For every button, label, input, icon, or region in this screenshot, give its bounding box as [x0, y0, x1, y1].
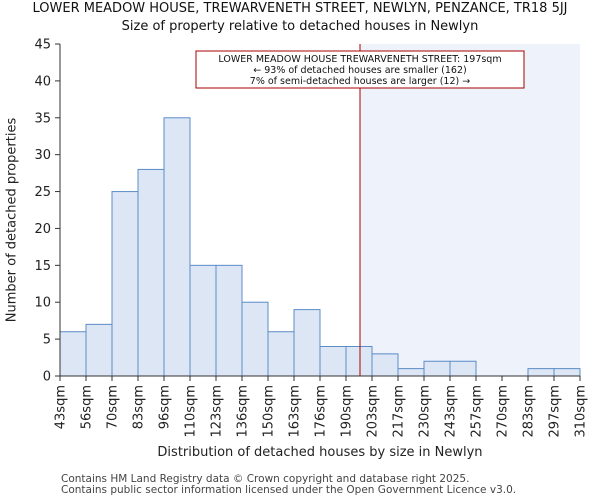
x-tick-label-310sqm: 310sqm	[574, 385, 589, 438]
chart-subtitle: Size of property relative to detached ho…	[121, 19, 479, 34]
annotation-frame	[195, 50, 525, 89]
y-tick-label-0: 0	[43, 370, 51, 385]
bars	[59, 117, 581, 377]
chart-title-line1: LOWER MEADOW HOUSE, TREWARVENETH STREET,…	[32, 1, 568, 16]
x-tick-label-297sqm: 297sqm	[548, 385, 563, 438]
bar-217sqm	[397, 368, 425, 377]
y-ticks: 0 5 10 15 20 25 30 35 40 45	[34, 38, 60, 385]
x-tick-label-136sqm: 136sqm	[236, 385, 251, 438]
x-tick-label-96sqm: 96sqm	[158, 385, 173, 429]
highlight-region	[360, 44, 580, 376]
y-tick-label-35: 35	[34, 111, 51, 126]
x-tick-label-123sqm: 123sqm	[210, 385, 225, 438]
bar-136sqm	[241, 301, 269, 377]
y-tick-label-45: 45	[34, 38, 51, 53]
x-tick-label-190sqm: 190sqm	[340, 385, 355, 438]
y-tick-label-5: 5	[43, 333, 51, 348]
x-tick-label-270sqm: 270sqm	[496, 385, 511, 438]
bar-123sqm	[215, 264, 243, 377]
bar-163sqm	[293, 309, 321, 377]
y-axis-label: Number of detached properties	[4, 117, 20, 323]
larger-region-shading	[360, 44, 580, 376]
annotation-box: LOWER MEADOW HOUSE TREWARVENETH STREET: …	[195, 50, 525, 89]
x-tick-label-163sqm: 163sqm	[288, 385, 303, 438]
x-tick-label-83sqm: 83sqm	[132, 385, 147, 429]
bar-150sqm	[267, 331, 295, 377]
x-tick-label-110sqm: 110sqm	[184, 385, 199, 438]
x-tick-label-56sqm: 56sqm	[80, 385, 95, 429]
attribution-land-registry: Contains HM Land Registry data © Crown c…	[61, 473, 470, 485]
bar-190sqm	[345, 345, 373, 377]
x-tick-label-150sqm: 150sqm	[262, 385, 277, 438]
bar-43sqm	[59, 331, 87, 377]
x-tick-label-43sqm: 43sqm	[54, 385, 69, 429]
x-tick-label-176sqm: 176sqm	[314, 385, 329, 438]
y-tick-label-20: 20	[34, 222, 51, 237]
y-tick-label-10: 10	[34, 296, 51, 311]
annotation-line-3: 7% of semi-detached houses are larger (1…	[250, 76, 470, 87]
attribution-licence: Contains public sector information licen…	[61, 484, 517, 496]
x-axis-label: Distribution of detached houses by size …	[157, 445, 483, 460]
bar-96sqm	[163, 117, 191, 377]
y-tick-label-30: 30	[34, 148, 51, 163]
bar-110sqm	[189, 264, 217, 377]
bar-283sqm	[527, 368, 555, 377]
x-tick-label-283sqm: 283sqm	[522, 385, 537, 438]
bar-70sqm	[111, 191, 139, 377]
x-ticks: 43sqm 56sqm 70sqm 83sqm 96sqm 110sqm 123sqm 136…	[54, 376, 589, 438]
y-tick-label-40: 40	[34, 74, 51, 89]
x-tick-label-203sqm: 203sqm	[366, 385, 381, 438]
x-tick-label-243sqm: 243sqm	[444, 385, 459, 438]
bar-203sqm	[371, 353, 399, 377]
annotation-line-1: LOWER MEADOW HOUSE TREWARVENETH STREET: …	[218, 54, 501, 65]
x-tick-label-230sqm: 230sqm	[418, 385, 433, 438]
bar-83sqm	[137, 168, 165, 377]
bar-176sqm	[319, 345, 347, 377]
x-tick-label-217sqm: 217sqm	[392, 385, 407, 438]
bar-243sqm	[449, 360, 477, 377]
bar-56sqm	[85, 323, 113, 377]
bar-297sqm	[553, 368, 581, 377]
x-tick-label-70sqm: 70sqm	[106, 385, 121, 429]
x-tick-label-257sqm: 257sqm	[470, 385, 485, 438]
annotation-line-2: ← 93% of detached houses are smaller (16…	[253, 65, 466, 76]
y-tick-label-15: 15	[34, 259, 51, 274]
bar-230sqm	[423, 360, 451, 377]
y-tick-label-25: 25	[34, 185, 51, 200]
